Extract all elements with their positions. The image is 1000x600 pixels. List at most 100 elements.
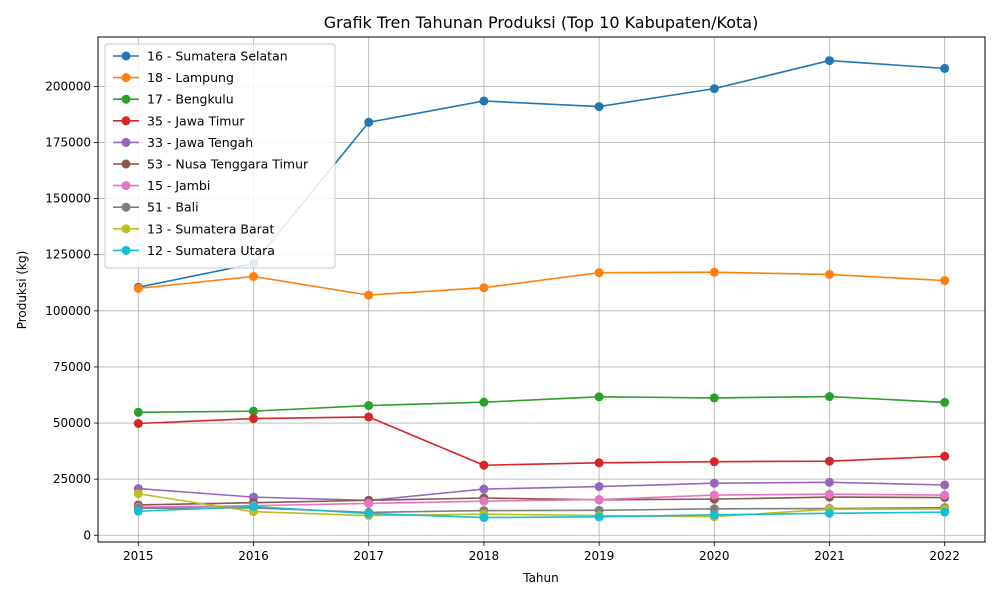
data-point <box>940 507 950 517</box>
data-point <box>940 276 950 286</box>
legend-item: 35 - Jawa Timur <box>113 113 245 128</box>
series-10 <box>133 502 950 523</box>
legend-item: 51 - Bali <box>113 200 199 215</box>
axes: 2015 2016 2017 2018 2019 2020 2021 2022 0 25000 50… <box>45 79 960 563</box>
x-tick-label: 2020 <box>699 549 730 563</box>
legend-item: 18 - Lampung <box>113 70 234 85</box>
legend-label: 53 - Nusa Tenggara Timur <box>147 157 309 172</box>
series-line <box>138 481 945 502</box>
data-point <box>479 96 489 106</box>
data-point <box>824 508 834 518</box>
data-point <box>824 489 834 499</box>
data-point <box>709 510 719 520</box>
plot-frame <box>97 36 986 543</box>
data-point <box>709 267 719 277</box>
y-tick-label: 125000 <box>45 248 91 262</box>
x-tick-label: 2019 <box>584 549 615 563</box>
legend-swatch-marker <box>121 202 131 212</box>
legend-label: 13 - Sumatera Barat <box>147 221 274 236</box>
legend-swatch-marker <box>121 116 131 126</box>
y-tick-label: 25000 <box>53 472 91 486</box>
data-point <box>479 513 489 523</box>
legend-swatch-marker <box>121 181 131 191</box>
y-axis-label: Produksi (kg) <box>15 251 29 330</box>
legend-label: 15 - Jambi <box>147 178 210 193</box>
y-tick-label: 100000 <box>45 304 91 318</box>
legend-swatch-marker <box>121 245 131 255</box>
x-tick-label: 2016 <box>238 549 269 563</box>
data-point <box>364 401 374 411</box>
data-point <box>479 460 489 470</box>
legend-item: 33 - Jawa Tengah <box>113 135 253 150</box>
data-point <box>364 508 374 518</box>
x-tick-label: 2018 <box>469 549 500 563</box>
data-point <box>940 480 950 490</box>
data-point <box>364 117 374 127</box>
data-point <box>594 102 604 112</box>
data-point <box>709 393 719 403</box>
data-point <box>594 482 604 492</box>
data-point <box>709 490 719 500</box>
legend-item: 15 - Jambi <box>113 178 210 193</box>
data-point <box>364 498 374 508</box>
data-point <box>479 484 489 494</box>
legend-label: 35 - Jawa Timur <box>147 113 245 128</box>
data-point <box>364 412 374 422</box>
legend-label: 33 - Jawa Tengah <box>147 135 253 150</box>
x-tick-label: 2017 <box>353 549 384 563</box>
legend-label: 51 - Bali <box>147 200 199 215</box>
chart-title: Grafik Tren Tahunan Produksi (Top 10 Kab… <box>324 13 759 32</box>
y-tick-label: 0 <box>83 528 91 542</box>
series-line <box>138 496 945 506</box>
legend-swatch-marker <box>121 94 131 104</box>
data-point <box>249 271 259 281</box>
y-tick-label: 150000 <box>45 192 91 206</box>
series-line <box>138 416 945 467</box>
legend: 16 - Sumatera Selatan 18 - Lampung 17 - Be… <box>104 43 336 269</box>
data-point <box>824 456 834 466</box>
data-point <box>824 269 834 279</box>
data-point <box>940 397 950 407</box>
data-point <box>824 56 834 66</box>
y-tick-label: 50000 <box>53 416 91 430</box>
data-point <box>133 407 143 417</box>
series-2 <box>133 267 950 300</box>
legend-swatch-marker <box>121 224 131 234</box>
legend-box <box>104 43 336 269</box>
data-point <box>709 84 719 94</box>
legend-swatch-marker <box>121 137 131 147</box>
data-point <box>940 451 950 461</box>
data-point <box>824 392 834 402</box>
x-tick-label: 2015 <box>123 549 154 563</box>
data-point <box>249 502 259 512</box>
series-line <box>138 506 945 514</box>
data-point <box>249 414 259 424</box>
legend-item: 12 - Sumatera Utara <box>113 243 275 258</box>
x-tick-label: 2021 <box>814 549 845 563</box>
y-tick-label: 175000 <box>45 135 91 149</box>
series-line <box>138 505 945 519</box>
legend-item: 16 - Sumatera Selatan <box>113 49 288 64</box>
data-point <box>940 490 950 500</box>
data-point <box>133 489 143 499</box>
legend-item: 13 - Sumatera Barat <box>113 221 274 236</box>
data-point <box>479 283 489 293</box>
series-line <box>138 395 945 414</box>
data-point <box>133 283 143 293</box>
data-point <box>133 418 143 428</box>
data-point <box>594 458 604 468</box>
data-point <box>594 268 604 278</box>
legend-label: 16 - Sumatera Selatan <box>147 49 288 64</box>
legend-label: 12 - Sumatera Utara <box>147 243 275 258</box>
series-4 <box>133 412 950 470</box>
data-point <box>824 477 834 487</box>
legend-swatch-marker <box>121 159 131 169</box>
data-point <box>364 290 374 300</box>
series-line <box>138 492 945 518</box>
legend-item: 17 - Bengkulu <box>113 92 234 107</box>
series-3 <box>133 392 950 417</box>
series-line <box>138 493 945 509</box>
data-point <box>594 495 604 505</box>
data-point <box>594 512 604 522</box>
